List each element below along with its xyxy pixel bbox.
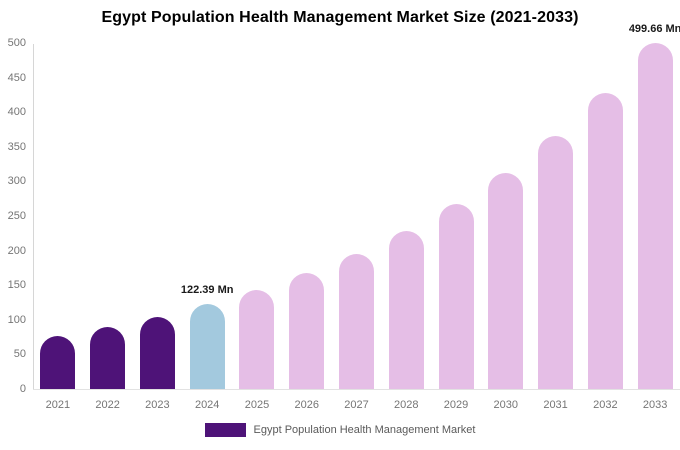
y-axis-tick-label-400: 400	[7, 106, 26, 119]
x-axis-label-2028: 2028	[394, 399, 419, 411]
x-axis-label-2033: 2033	[642, 399, 668, 411]
x-axis-label-2023: 2023	[145, 399, 170, 411]
bar-2026[interactable]	[289, 273, 325, 389]
bar-2027[interactable]	[339, 253, 374, 389]
legend-item[interactable]: Egypt Population Health Management Marke…	[204, 423, 476, 437]
data-label-2024: 122.39 Mn	[180, 284, 234, 297]
bar-2032[interactable]	[587, 93, 623, 389]
y-axis-tick-label-300: 300	[7, 175, 26, 188]
y-axis-tick-label-450: 450	[7, 71, 26, 84]
y-axis-tick-label-500: 500	[7, 37, 26, 49]
bar-2024[interactable]	[189, 304, 225, 389]
x-axis-label-2029: 2029	[443, 399, 469, 411]
x-axis-label-2025: 2025	[244, 399, 270, 411]
x-axis-label-2031: 2031	[543, 399, 568, 411]
y-axis-tick-label-50: 50	[13, 348, 26, 361]
y-axis-tick-label-250: 250	[7, 210, 26, 222]
y-axis-tick-label-0: 0	[19, 383, 26, 395]
y-axis-tick-label-350: 350	[7, 140, 26, 153]
bar-2030[interactable]	[488, 172, 524, 389]
y-axis-line	[33, 44, 34, 389]
data-label-2033: 499.66 Mn	[628, 23, 680, 36]
legend-label: Egypt Population Health Management Marke…	[253, 424, 476, 436]
bar-2031[interactable]	[538, 136, 574, 389]
bar-2022[interactable]	[90, 327, 126, 389]
y-axis-tick-label-100: 100	[7, 313, 26, 326]
x-axis-label-2021: 2021	[45, 399, 71, 411]
x-axis-label-2022: 2022	[95, 399, 120, 411]
legend: Egypt Population Health Management Marke…	[0, 423, 680, 437]
bar-2028[interactable]	[388, 230, 424, 389]
bar-2023[interactable]	[139, 316, 175, 389]
bar-2029[interactable]	[438, 203, 474, 389]
legend-swatch	[204, 423, 246, 437]
x-axis-label-2027: 2027	[344, 399, 369, 411]
y-axis-tick-label-200: 200	[7, 244, 26, 257]
bar-2033[interactable]	[637, 43, 673, 389]
x-axis-line	[33, 389, 680, 390]
x-axis-label-2030: 2030	[493, 399, 519, 411]
y-axis-tick-label-150: 150	[7, 279, 26, 292]
bar-2025[interactable]	[239, 289, 275, 389]
x-axis-label-2032: 2032	[593, 399, 618, 411]
x-axis-label-2026: 2026	[294, 399, 319, 411]
x-axis-label-2024: 2024	[194, 399, 220, 411]
bar-2021[interactable]	[40, 336, 76, 389]
chart-title: Egypt Population Health Management Marke…	[101, 9, 579, 26]
